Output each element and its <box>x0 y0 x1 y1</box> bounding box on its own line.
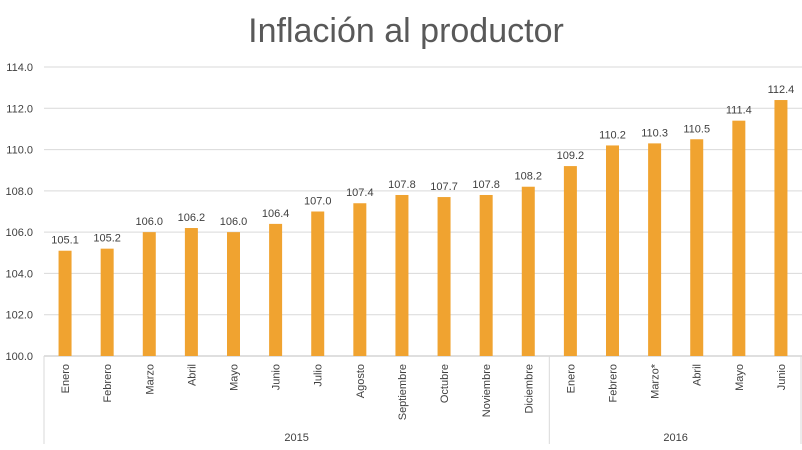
x-tick-label: Junio <box>271 364 283 390</box>
bar <box>142 232 156 356</box>
y-tick-label: 112.0 <box>6 103 33 115</box>
data-label: 110.2 <box>599 129 626 141</box>
bar <box>690 139 704 356</box>
x-tick-label: Junio <box>776 364 788 390</box>
x-tick-label: Marzo* <box>650 363 662 399</box>
x-tick-label: Octubre <box>439 364 451 403</box>
x-tick-label: Enero <box>565 364 577 393</box>
x-tick-label: Marzo <box>144 364 156 395</box>
x-tick-label: Diciembre <box>523 364 535 414</box>
data-label: 106.0 <box>220 216 248 228</box>
y-tick-label: 104.0 <box>5 268 33 280</box>
data-label: 107.7 <box>430 181 458 193</box>
x-axis: Enero Febrero Marzo Abril Mayo Junio Julio Agos… <box>43 356 802 444</box>
bars <box>58 100 788 357</box>
bar <box>311 211 325 356</box>
bar <box>100 248 114 356</box>
y-tick-label: 100.0 <box>5 351 33 363</box>
bar <box>269 223 283 356</box>
x-tick-label: Mayo <box>734 364 746 391</box>
bar <box>58 250 72 356</box>
bar <box>563 166 577 356</box>
chart-title: Inflación al productor <box>248 12 564 50</box>
data-label: 107.8 <box>472 179 500 191</box>
x-tick-label: Febrero <box>608 364 620 403</box>
data-label: 106.4 <box>262 208 290 220</box>
group-label: 2016 <box>663 432 687 444</box>
data-label: 107.8 <box>388 179 416 191</box>
data-label: 105.1 <box>51 235 79 247</box>
bar <box>479 194 493 356</box>
data-label: 106.0 <box>136 216 164 228</box>
data-label: 110.3 <box>641 127 668 139</box>
bar <box>437 197 451 356</box>
bar <box>648 143 662 356</box>
x-tick-label: Abril <box>186 364 198 386</box>
data-label: 112.4 <box>768 84 795 96</box>
data-label: 108.2 <box>515 171 543 183</box>
x-tick-label: Febrero <box>102 364 114 403</box>
bar <box>184 228 198 356</box>
bar <box>606 145 619 356</box>
gridlines <box>44 66 802 357</box>
x-tick-label: Septiembre <box>397 364 409 420</box>
y-tick-label: 110.0 <box>6 145 33 157</box>
y-axis: 100.0 102.0 104.0 106.0 108.0 110.0 112.0 114.0 <box>5 62 33 363</box>
bar <box>774 100 788 357</box>
data-label: 109.2 <box>557 150 585 162</box>
x-tick-label: Julio <box>313 364 325 387</box>
bar <box>521 186 535 356</box>
x-tick-label: Agosto <box>355 364 367 398</box>
data-label: 111.4 <box>726 105 752 117</box>
x-tick-label: Enero <box>60 364 72 393</box>
bar <box>227 232 240 356</box>
y-tick-label: 108.0 <box>5 186 33 198</box>
bar <box>395 194 409 356</box>
x-tick-label: Mayo <box>229 364 241 391</box>
bar <box>732 120 746 357</box>
x-tick-label: Abril <box>692 364 704 386</box>
y-tick-label: 114.0 <box>6 62 33 74</box>
bar <box>353 203 367 356</box>
data-label: 107.0 <box>304 196 332 208</box>
data-label: 107.4 <box>346 187 374 199</box>
x-tick-label: Noviembre <box>481 364 493 417</box>
data-label: 110.5 <box>683 123 710 135</box>
data-label: 105.2 <box>93 233 121 245</box>
data-label: 106.2 <box>178 212 206 224</box>
group-label: 2015 <box>284 432 308 444</box>
y-tick-label: 102.0 <box>5 310 33 322</box>
data-labels: 105.1 105.2 106.0 106.2 106.0 106.4 107.0 107.4… <box>51 84 794 247</box>
y-tick-label: 106.0 <box>5 227 33 239</box>
